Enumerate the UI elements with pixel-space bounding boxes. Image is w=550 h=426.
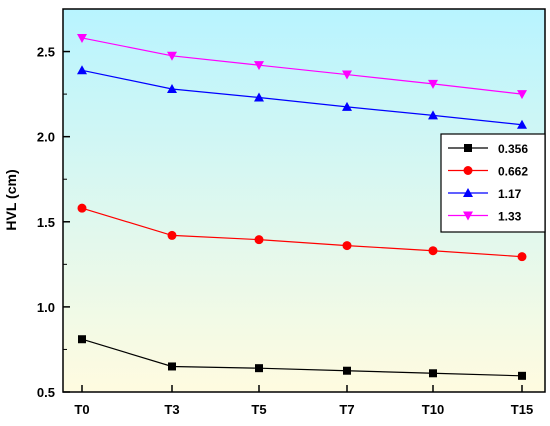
series-line <box>81 207 523 258</box>
data-point <box>78 335 86 344</box>
series-1.17 <box>77 65 527 129</box>
y-tick-label: 2.0 <box>37 130 55 145</box>
legend-item: 1.33 <box>448 210 522 224</box>
legend-marker <box>464 144 472 152</box>
legend-marker <box>463 166 473 175</box>
data-point <box>428 110 438 120</box>
y-tick-label: 1.0 <box>37 300 55 315</box>
data-point <box>428 79 438 89</box>
x-tick-label: T3 <box>164 402 179 417</box>
data-point <box>342 101 352 111</box>
legend-label: 0.662 <box>498 165 528 179</box>
legend-label: 0.356 <box>498 142 528 156</box>
series-line <box>81 338 523 377</box>
series-layer <box>77 33 527 380</box>
data-point <box>167 51 177 61</box>
x-tick-label: T5 <box>251 402 266 417</box>
data-point <box>254 235 264 245</box>
data-point <box>518 371 526 380</box>
data-point <box>343 366 351 375</box>
x-axis: T0 T3 T5 T7 T10 T15 <box>74 385 533 417</box>
data-point <box>342 70 352 80</box>
data-point <box>428 246 438 256</box>
series-line <box>81 69 523 126</box>
data-point <box>429 369 437 378</box>
data-point <box>517 90 527 100</box>
y-axis: 0.5 1.0 1.5 2.0 2.5 <box>37 45 70 400</box>
y-tick-label: 0.5 <box>37 385 55 400</box>
legend: 0.356 0.662 1.17 1.33 <box>440 133 546 233</box>
data-point <box>77 65 87 75</box>
series-1.33 <box>77 33 527 100</box>
data-point <box>254 92 264 102</box>
legend-marker <box>463 211 473 221</box>
y-axis-title: HVL (cm) <box>3 169 19 230</box>
x-tick-label: T0 <box>74 402 89 417</box>
legend-item: 0.356 <box>448 142 528 156</box>
legend-label: 1.17 <box>498 187 522 201</box>
legend-item: 1.17 <box>448 187 522 201</box>
series-0.356 <box>78 335 526 380</box>
x-tick-label: T10 <box>422 402 444 417</box>
y-tick-label: 1.5 <box>37 215 55 230</box>
y-tick-label: 2.5 <box>37 45 55 60</box>
data-point <box>254 61 264 71</box>
data-point <box>167 230 177 240</box>
legend-marker <box>463 188 473 197</box>
legend-item: 0.662 <box>448 165 528 179</box>
x-tick-label: T7 <box>339 402 354 417</box>
series-line <box>81 37 523 95</box>
data-point <box>517 119 527 129</box>
data-point <box>167 84 177 94</box>
x-tick-label: T15 <box>511 402 533 417</box>
series-0.662 <box>77 203 527 262</box>
data-point <box>255 364 263 373</box>
data-point <box>168 362 176 371</box>
legend-label: 1.33 <box>498 210 522 224</box>
data-point <box>517 252 527 262</box>
legend-box <box>440 133 546 233</box>
data-point <box>77 203 87 213</box>
data-point <box>77 33 87 43</box>
data-point <box>342 241 352 251</box>
